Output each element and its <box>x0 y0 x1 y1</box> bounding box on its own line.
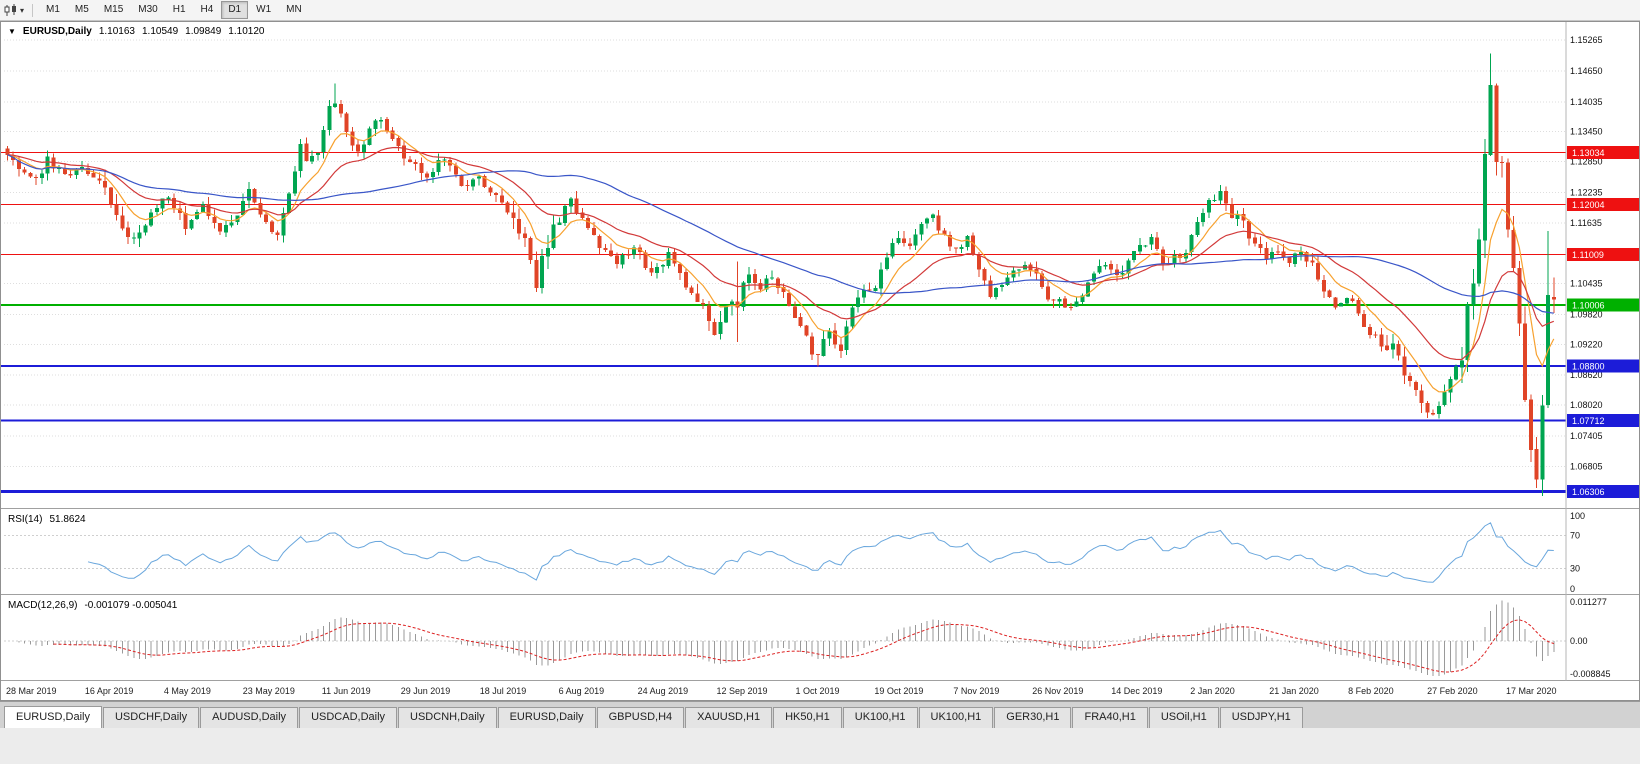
price-scale-label: 1.12850 <box>1570 157 1603 167</box>
tab-hk50-h1[interactable]: HK50,H1 <box>773 707 842 728</box>
date-label: 19 Oct 2019 <box>874 686 923 696</box>
level-badge: 1.13034 <box>1572 148 1605 158</box>
date-label: 2 Jan 2020 <box>1190 686 1235 696</box>
date-label: 28 Mar 2019 <box>6 686 57 696</box>
tab-usdchf-daily[interactable]: USDCHF,Daily <box>102 707 200 728</box>
tab-uk100-h1[interactable]: UK100,H1 <box>842 707 918 728</box>
ma-21-line <box>7 146 1555 361</box>
tab-ger30-h1[interactable]: GER30,H1 <box>994 707 1072 728</box>
ma-8-line <box>7 130 1555 393</box>
date-axis[interactable]: 28 Mar 2019 16 Apr 2019 4 May 2019 23 May 2… <box>6 686 1557 696</box>
candlestick-glyph <box>4 3 16 16</box>
rsi-pane: 100 70 30 0 <box>4 511 1585 594</box>
level-badge: 1.10006 <box>1572 301 1605 311</box>
macd-pane: 0.011277 0.00 -0.008845 <box>4 597 1611 679</box>
candlestick-chart-type-icon[interactable] <box>4 3 18 17</box>
tab-usoil-h1[interactable]: USOil,H1 <box>1148 707 1219 728</box>
tab-usdcnh-daily[interactable]: USDCNH,Daily <box>398 707 497 728</box>
timeframe-button-h1[interactable]: H1 <box>166 1 193 19</box>
chart-tab-bar: EURUSD,Daily USDCHF,Daily AUDUSD,Daily USDC… <box>0 701 1640 728</box>
toolbar-separator <box>32 3 34 17</box>
timeframe-button-m5[interactable]: M5 <box>68 1 96 19</box>
price-scale-label: 1.15265 <box>1570 35 1603 45</box>
date-label: 1 Oct 2019 <box>796 686 840 696</box>
date-label: 21 Jan 2020 <box>1269 686 1319 696</box>
tab-usdcad-daily[interactable]: USDCAD,Daily <box>299 707 398 728</box>
price-scale-label: 1.11635 <box>1570 218 1602 228</box>
price-scale-label: 1.08620 <box>1570 370 1603 380</box>
timeframe-button-d1[interactable]: D1 <box>221 1 249 19</box>
date-label: 16 Apr 2019 <box>85 686 134 696</box>
price-scale-label: 1.13450 <box>1570 126 1603 136</box>
macd-scale-label: -0.008845 <box>1570 669 1611 679</box>
tab-eurusd-daily[interactable]: EURUSD,Daily <box>4 706 102 728</box>
date-label: 7 Nov 2019 <box>953 686 999 696</box>
timeframe-button-m30[interactable]: M30 <box>131 1 164 19</box>
date-label: 14 Dec 2019 <box>1111 686 1162 696</box>
date-label: 18 Jul 2019 <box>480 686 527 696</box>
tab-eurusd-daily[interactable]: EURUSD,Daily <box>497 707 596 728</box>
price-scale-label: 1.09220 <box>1570 340 1603 350</box>
tab-audusd-daily[interactable]: AUDUSD,Daily <box>200 707 299 728</box>
tab-fra40-h1[interactable]: FRA40,H1 <box>1072 707 1148 728</box>
level-badge: 1.11009 <box>1572 250 1604 260</box>
rsi-scale-label: 100 <box>1570 511 1585 521</box>
status-area <box>0 728 1640 764</box>
date-label: 4 May 2019 <box>164 686 211 696</box>
tab-gbpusd-h4[interactable]: GBPUSD,H4 <box>596 707 685 728</box>
timeframe-button-h4[interactable]: H4 <box>194 1 221 19</box>
candles-group <box>5 53 1556 496</box>
level-badge: 1.06306 <box>1572 487 1605 497</box>
macd-scale-label: 0.00 <box>1570 636 1588 646</box>
timeframe-button-w1[interactable]: W1 <box>249 1 278 19</box>
price-scale-label: 1.06805 <box>1570 461 1603 471</box>
level-badge: 1.08800 <box>1572 361 1605 371</box>
chart-type-dropdown-caret-icon[interactable]: ▾ <box>20 5 25 15</box>
tab-usdjpy-h1[interactable]: USDJPY,H1 <box>1219 707 1303 728</box>
date-label: 12 Sep 2019 <box>717 686 768 696</box>
tab-uk100-h1[interactable]: UK100,H1 <box>918 707 994 728</box>
timeframe-button-m1[interactable]: M1 <box>39 1 67 19</box>
price-scale-label: 1.07405 <box>1570 431 1603 441</box>
price-grid: 1.15265 1.14650 1.14035 1.13450 1.12850 1.122… <box>4 35 1603 471</box>
date-label: 11 Jun 2019 <box>322 686 371 696</box>
chart-canvas[interactable]: 1.15265 1.14650 1.14035 1.13450 1.12850 1.122… <box>0 21 1640 701</box>
timeframe-toolbar: ▾ M1 M5 M15 M30 H1 H4 D1 W1 MN <box>0 0 1640 21</box>
rsi-scale-label: 70 <box>1570 531 1580 541</box>
date-label: 8 Feb 2020 <box>1348 686 1394 696</box>
timeframe-buttons: M1 M5 M15 M30 H1 H4 D1 W1 MN <box>39 1 309 19</box>
date-label: 24 Aug 2019 <box>638 686 689 696</box>
rsi-scale-label: 30 <box>1570 563 1580 573</box>
level-badge: 1.07712 <box>1572 416 1605 426</box>
macd-scale-label: 0.011277 <box>1570 597 1607 607</box>
price-scale-label: 1.14035 <box>1570 97 1603 107</box>
date-label: 27 Feb 2020 <box>1427 686 1478 696</box>
price-scale-label: 1.08020 <box>1570 400 1603 410</box>
date-label: 26 Nov 2019 <box>1032 686 1083 696</box>
chart-window[interactable]: 1.15265 1.14650 1.14035 1.13450 1.12850 1.122… <box>0 21 1640 701</box>
price-scale-label: 1.09820 <box>1570 309 1603 319</box>
rsi-scale-label: 0 <box>1570 584 1575 594</box>
timeframe-button-mn[interactable]: MN <box>279 1 309 19</box>
price-scale-label: 1.10435 <box>1570 278 1603 288</box>
ma-50-line <box>7 154 1554 314</box>
collapse-triangle-icon[interactable]: ▼ <box>8 27 16 36</box>
macd-signal-line <box>53 619 1554 673</box>
price-scale-label: 1.14650 <box>1570 66 1603 76</box>
date-label: 17 Mar 2020 <box>1506 686 1557 696</box>
level-badge: 1.12004 <box>1572 200 1605 210</box>
price-scale-label: 1.12235 <box>1570 188 1603 198</box>
date-label: 23 May 2019 <box>243 686 295 696</box>
timeframe-button-m15[interactable]: M15 <box>97 1 130 19</box>
price-scale-badges: 1.13034 1.12004 1.11009 1.10006 1.08800 1.077… <box>1567 145 1639 499</box>
rsi-line <box>87 522 1554 583</box>
date-label: 6 Aug 2019 <box>559 686 605 696</box>
date-label: 29 Jun 2019 <box>401 686 451 696</box>
tab-xauusd-h1[interactable]: XAUUSD,H1 <box>685 707 773 728</box>
